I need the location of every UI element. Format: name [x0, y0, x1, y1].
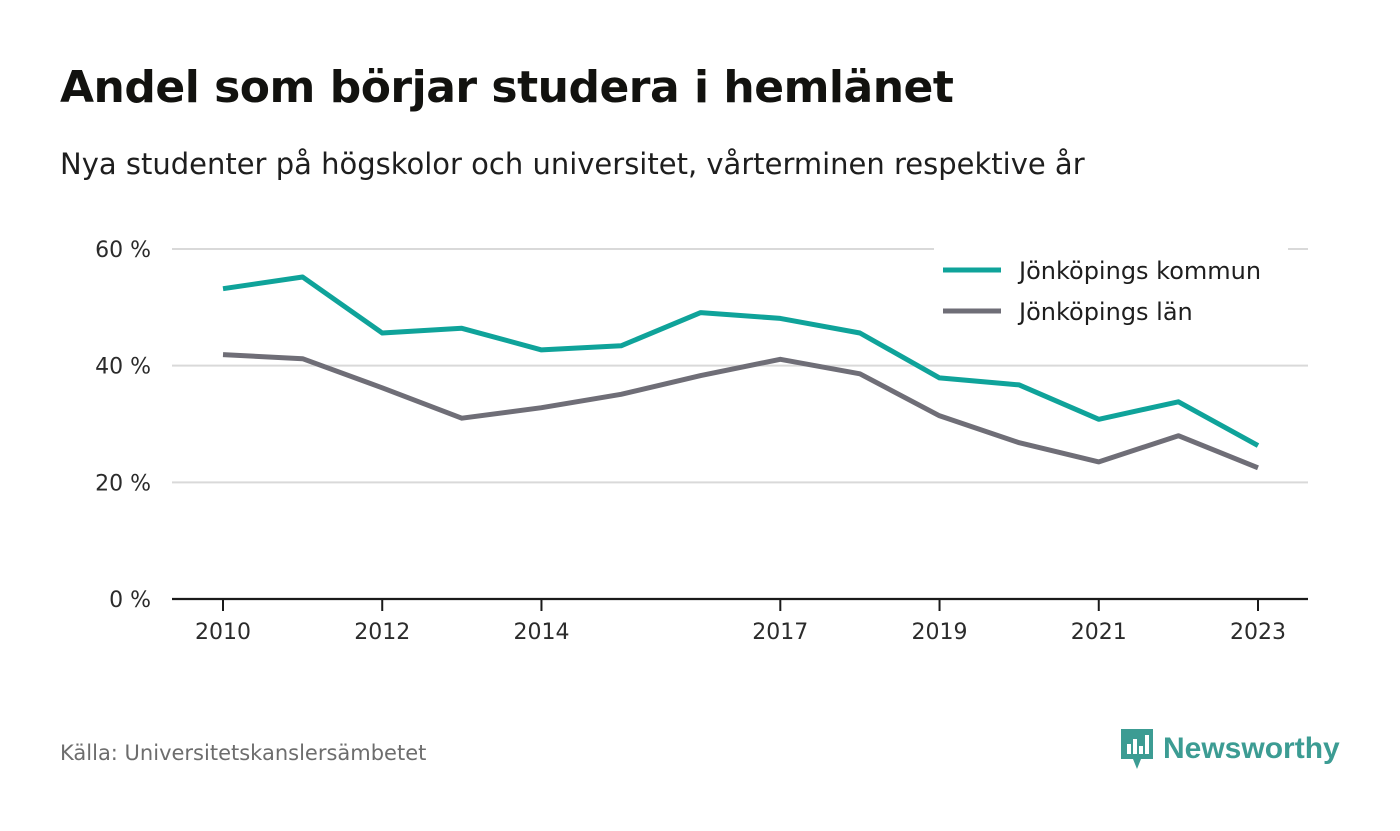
legend-label-kommun: Jönköpings kommun [1017, 257, 1261, 285]
chart-subtitle: Nya studenter på högskolor och universit… [60, 147, 1085, 181]
legend-label-lan: Jönköpings län [1017, 298, 1193, 326]
x-tick-label: 2019 [912, 620, 968, 645]
brand-name: Newsworthy [1163, 732, 1340, 765]
chart-title: Andel som börjar studera i hemlänet [60, 62, 954, 113]
brand-logo: Newsworthy [1119, 727, 1340, 771]
series-line-lan [222, 352, 1259, 471]
source-note: Källa: Universitetskanslersämbetet [60, 741, 427, 765]
x-tick-label: 2021 [1071, 620, 1127, 645]
y-axis-ticks: 0 % 20 % 40 % 60 % [95, 238, 151, 613]
series-lines [222, 274, 1260, 471]
legend-background [934, 248, 1288, 340]
y-tick-label: 20 % [95, 471, 151, 496]
newsworthy-logo-icon [1121, 729, 1153, 769]
series-line-kommun [222, 274, 1260, 448]
x-tick-label: 2023 [1230, 620, 1286, 645]
x-tick-label: 2017 [752, 620, 808, 645]
y-tick-label: 40 % [95, 355, 151, 380]
x-tick-label: 2014 [513, 620, 569, 645]
legend: Jönköpings kommun Jönköpings län [934, 248, 1288, 340]
x-tick-label: 2010 [195, 620, 251, 645]
x-axis-ticks: 2010 2012 2014 2017 2019 2021 2023 [195, 599, 1286, 645]
x-tick-label: 2012 [354, 620, 410, 645]
y-tick-label: 60 % [95, 238, 151, 263]
y-tick-label: 0 % [109, 588, 151, 613]
